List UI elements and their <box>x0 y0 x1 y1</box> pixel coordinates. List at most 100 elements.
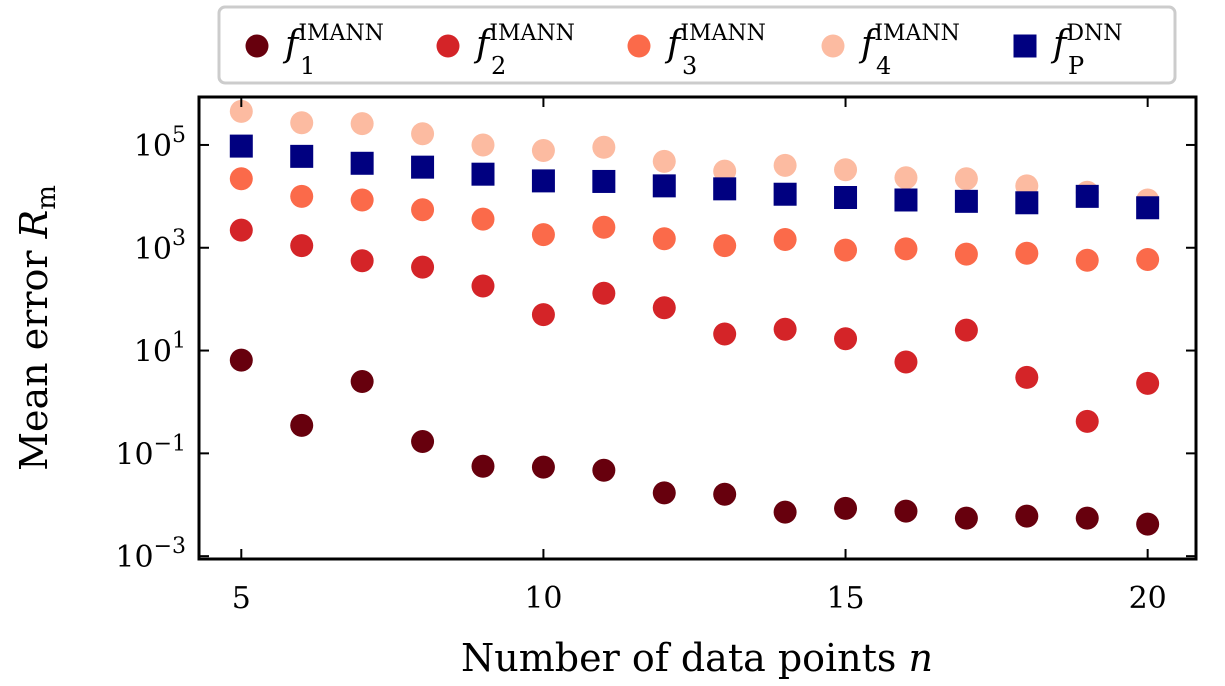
legend-marker <box>245 34 269 58</box>
data-point <box>1136 371 1160 395</box>
data-point <box>713 159 737 183</box>
data-point <box>229 134 253 158</box>
data-point <box>411 198 435 222</box>
data-point <box>773 182 797 206</box>
data-point <box>834 327 858 351</box>
data-point <box>652 227 676 251</box>
series-3 <box>229 167 1160 272</box>
legend-marker <box>1013 34 1037 58</box>
data-point <box>713 234 737 258</box>
data-point <box>954 318 978 342</box>
data-point <box>773 153 797 177</box>
data-point <box>471 274 495 298</box>
data-point <box>1136 196 1160 220</box>
x-tick-label: 10 <box>524 581 562 616</box>
data-point <box>652 149 676 173</box>
plot-frame <box>197 95 1198 561</box>
data-point <box>954 506 978 530</box>
data-point <box>894 166 918 190</box>
data-point <box>954 189 978 213</box>
data-point <box>531 169 555 193</box>
data-point <box>894 188 918 212</box>
data-point <box>773 500 797 524</box>
y-tick-label: 10−3 <box>115 534 186 575</box>
data-point <box>834 238 858 262</box>
data-point <box>471 207 495 231</box>
legend-marker <box>436 34 460 58</box>
y-tick-label: 103 <box>134 226 186 267</box>
data-point <box>1075 409 1099 433</box>
data-point <box>652 481 676 505</box>
data-point <box>1075 506 1099 530</box>
data-point <box>592 458 616 482</box>
data-point <box>1015 504 1039 528</box>
data-point <box>531 139 555 163</box>
data-point <box>290 144 314 168</box>
data-point <box>592 281 616 305</box>
data-point <box>1136 512 1160 536</box>
data-point <box>773 317 797 341</box>
data-point <box>350 188 374 212</box>
data-point <box>652 296 676 320</box>
x-ticks: 5 10 15 20 <box>232 97 1167 616</box>
legend-label: fIMANN 2 <box>473 21 575 80</box>
data-point <box>592 135 616 159</box>
data-point <box>1015 191 1039 215</box>
data-point <box>1075 184 1099 208</box>
x-tick-label: 15 <box>826 581 864 616</box>
series-2 <box>229 218 1160 433</box>
data-point <box>471 133 495 157</box>
data-point <box>290 184 314 208</box>
y-tick-label: 105 <box>134 123 186 164</box>
legend-marker <box>627 34 651 58</box>
data-point <box>713 482 737 506</box>
data-point <box>531 303 555 327</box>
data-point <box>350 249 374 273</box>
data-point <box>713 177 737 201</box>
x-axis-title: Number of data points n <box>461 636 933 680</box>
data-point <box>229 99 253 123</box>
data-point <box>350 112 374 136</box>
x-tick-label: 20 <box>1129 581 1167 616</box>
data-point <box>290 111 314 135</box>
data-point <box>894 350 918 374</box>
series-1 <box>229 348 1160 536</box>
legend-entry: fIMANN 2 <box>436 21 575 80</box>
data-point <box>471 162 495 186</box>
data-point <box>592 169 616 193</box>
data-point <box>834 158 858 182</box>
data-point <box>290 413 314 437</box>
data-point <box>652 174 676 198</box>
legend-marker <box>821 34 845 58</box>
series-5 <box>229 134 1160 220</box>
data-point <box>531 223 555 247</box>
data-point <box>954 242 978 266</box>
y-ticks: 10−3 10−1 101 103 105 <box>115 123 1196 575</box>
data-point <box>1015 241 1039 265</box>
legend-entry: fDNN P <box>1013 21 1122 80</box>
data-point <box>229 218 253 242</box>
data-point <box>894 237 918 261</box>
data-point <box>592 215 616 239</box>
y-axis-title: Mean error Rm <box>12 185 62 471</box>
data-point <box>229 167 253 191</box>
data-point <box>411 430 435 454</box>
legend-frame <box>217 5 1177 85</box>
data-point <box>773 227 797 251</box>
y-tick-label: 10−1 <box>115 431 186 472</box>
data-point <box>834 186 858 210</box>
y-tick-label: 101 <box>134 329 186 370</box>
data-point <box>350 151 374 175</box>
legend-label: fIMANN 3 <box>664 21 766 80</box>
data-point <box>229 348 253 372</box>
legend-label: fDNN P <box>1050 21 1122 80</box>
data-point <box>713 322 737 346</box>
data-point <box>1075 248 1099 272</box>
data-point <box>531 455 555 479</box>
data-point <box>1015 365 1039 389</box>
data-point <box>411 255 435 279</box>
data-point <box>834 496 858 520</box>
